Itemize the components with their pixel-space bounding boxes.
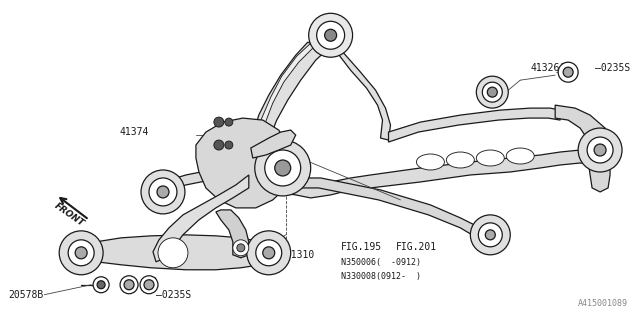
Polygon shape xyxy=(253,43,314,162)
Circle shape xyxy=(120,276,138,294)
Text: 20578B: 20578B xyxy=(8,290,44,300)
Ellipse shape xyxy=(506,148,534,164)
Circle shape xyxy=(256,240,282,266)
Circle shape xyxy=(476,76,508,108)
Polygon shape xyxy=(76,235,273,270)
Polygon shape xyxy=(328,42,390,140)
Polygon shape xyxy=(285,178,490,245)
Circle shape xyxy=(483,82,502,102)
Circle shape xyxy=(68,240,94,266)
Text: —0235S: —0235S xyxy=(156,290,191,300)
Circle shape xyxy=(158,238,188,268)
Circle shape xyxy=(485,230,495,240)
Circle shape xyxy=(587,137,613,163)
Circle shape xyxy=(93,277,109,293)
Text: 41326A: 41326A xyxy=(530,63,566,73)
Circle shape xyxy=(563,67,573,77)
Polygon shape xyxy=(555,105,610,192)
Text: N350006(  -0912): N350006( -0912) xyxy=(340,258,420,267)
Circle shape xyxy=(214,140,224,150)
Text: N330008(0912-  ): N330008(0912- ) xyxy=(340,272,420,281)
Circle shape xyxy=(470,215,510,255)
Ellipse shape xyxy=(476,150,504,166)
Circle shape xyxy=(233,240,249,256)
Text: FRONT: FRONT xyxy=(52,201,86,228)
Polygon shape xyxy=(196,118,291,208)
Circle shape xyxy=(594,144,606,156)
Circle shape xyxy=(478,223,502,247)
Circle shape xyxy=(149,178,177,206)
Text: A415001089: A415001089 xyxy=(578,299,628,308)
Circle shape xyxy=(75,247,87,259)
Circle shape xyxy=(558,62,578,82)
Circle shape xyxy=(487,87,497,97)
Text: FIG.195: FIG.195 xyxy=(340,242,381,252)
Circle shape xyxy=(124,280,134,290)
Circle shape xyxy=(225,141,233,149)
Text: FIG.201: FIG.201 xyxy=(396,242,436,252)
Text: —41310: —41310 xyxy=(279,250,314,260)
Text: —0235S: —0235S xyxy=(595,63,630,73)
Circle shape xyxy=(237,244,245,252)
Polygon shape xyxy=(388,108,560,142)
Circle shape xyxy=(157,186,169,198)
Text: 41374: 41374 xyxy=(120,127,149,137)
Circle shape xyxy=(275,160,291,176)
Polygon shape xyxy=(251,130,296,158)
Circle shape xyxy=(141,170,185,214)
Polygon shape xyxy=(216,210,249,258)
Polygon shape xyxy=(247,42,328,175)
Ellipse shape xyxy=(417,154,444,170)
Polygon shape xyxy=(153,175,249,262)
Circle shape xyxy=(144,280,154,290)
Circle shape xyxy=(308,13,353,57)
Circle shape xyxy=(324,29,337,41)
Circle shape xyxy=(140,276,158,294)
Circle shape xyxy=(225,118,233,126)
Ellipse shape xyxy=(446,152,474,168)
Polygon shape xyxy=(176,148,600,198)
Circle shape xyxy=(265,150,301,186)
Circle shape xyxy=(214,117,224,127)
Circle shape xyxy=(97,281,105,289)
Circle shape xyxy=(247,231,291,275)
Circle shape xyxy=(578,128,622,172)
Circle shape xyxy=(59,231,103,275)
Circle shape xyxy=(255,140,310,196)
Circle shape xyxy=(263,247,275,259)
Circle shape xyxy=(317,21,344,49)
